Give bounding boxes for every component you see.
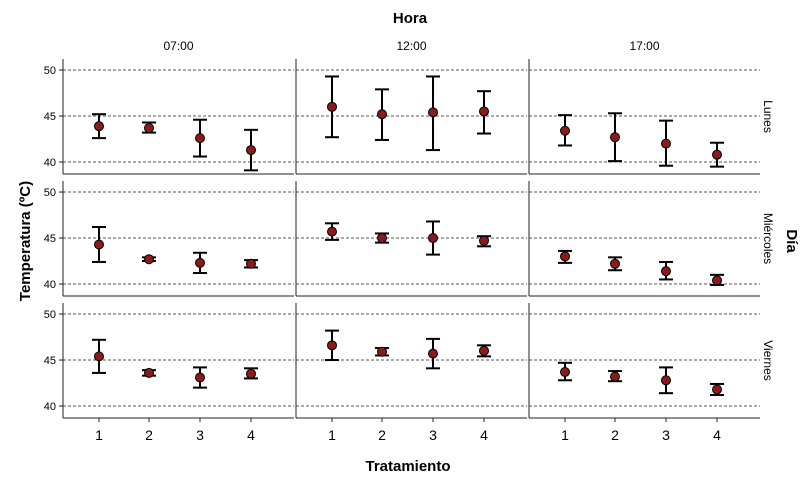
mean-point [327,340,337,351]
y-tick-label: 45 [44,233,56,245]
x-tick-label: 2 [611,427,619,443]
row-label: Miércoles [761,213,775,264]
mean-point [195,133,205,144]
mean-point [479,235,489,246]
mean-point [327,226,337,237]
mean-point [246,368,256,379]
x-tick-label: 4 [480,427,488,443]
y-axis-label: Temperatura (ºC) [17,181,34,301]
x-axis-label: Tratamiento [365,458,450,475]
mean-point [560,367,570,377]
mean-point [144,254,154,265]
mean-point [661,375,671,386]
y-tick-label: 40 [44,279,56,291]
mean-point [610,371,620,382]
mean-point [712,384,722,395]
mean-point [712,275,722,286]
plot-area: 40 45 50 07:00 12:00 17:00 Lunes 40 45 50 Miércole… [44,39,775,443]
y-tick-label: 50 [44,187,56,199]
x-tick-label: 1 [95,427,103,443]
col-label: 17:00 [629,39,659,53]
mean-point [428,233,438,244]
y-tick-label: 45 [44,355,56,367]
x-tick-label: 2 [145,427,153,443]
mean-point [560,125,570,136]
x-tick-label: 4 [247,427,255,443]
x-tick-label: 1 [561,427,569,443]
col-label: 12:00 [396,39,426,53]
x-tick-label: 3 [196,427,204,443]
mean-point [195,372,205,383]
mean-point [94,239,104,250]
mean-point [195,257,205,268]
mean-point [661,266,671,277]
x-tick-label: 1 [328,427,336,443]
col-label: 07:00 [163,39,193,53]
mean-point [246,258,256,269]
x-tick-label: 2 [378,427,386,443]
mean-point [560,251,570,262]
mean-point [144,123,154,133]
row-label: Viernes [761,340,775,380]
x-tick-label: 3 [662,427,670,443]
mean-point [246,145,256,156]
mean-point [479,345,489,356]
mean-point [428,348,438,359]
mean-point [377,346,387,357]
y-tick-label: 50 [44,309,56,321]
mean-point [377,233,387,244]
facet-row-title: Día [783,229,800,253]
y-tick-label: 40 [44,401,56,413]
x-tick-label: 4 [713,427,721,443]
y-tick-label: 50 [44,65,56,77]
mean-point [610,132,620,143]
row-label: Lunes [761,100,775,133]
mean-point [327,101,337,112]
x-tick-label: 3 [429,427,437,443]
mean-point [94,121,104,132]
mean-point [610,258,620,269]
mean-point [479,106,489,117]
mean-point [377,109,387,120]
mean-point [661,138,671,149]
mean-point [712,149,722,160]
mean-point [94,351,104,362]
y-tick-label: 40 [44,157,56,169]
mean-point [144,367,154,378]
mean-point [428,107,438,118]
y-tick-label: 45 [44,111,56,123]
chart-title: Hora [393,10,428,27]
